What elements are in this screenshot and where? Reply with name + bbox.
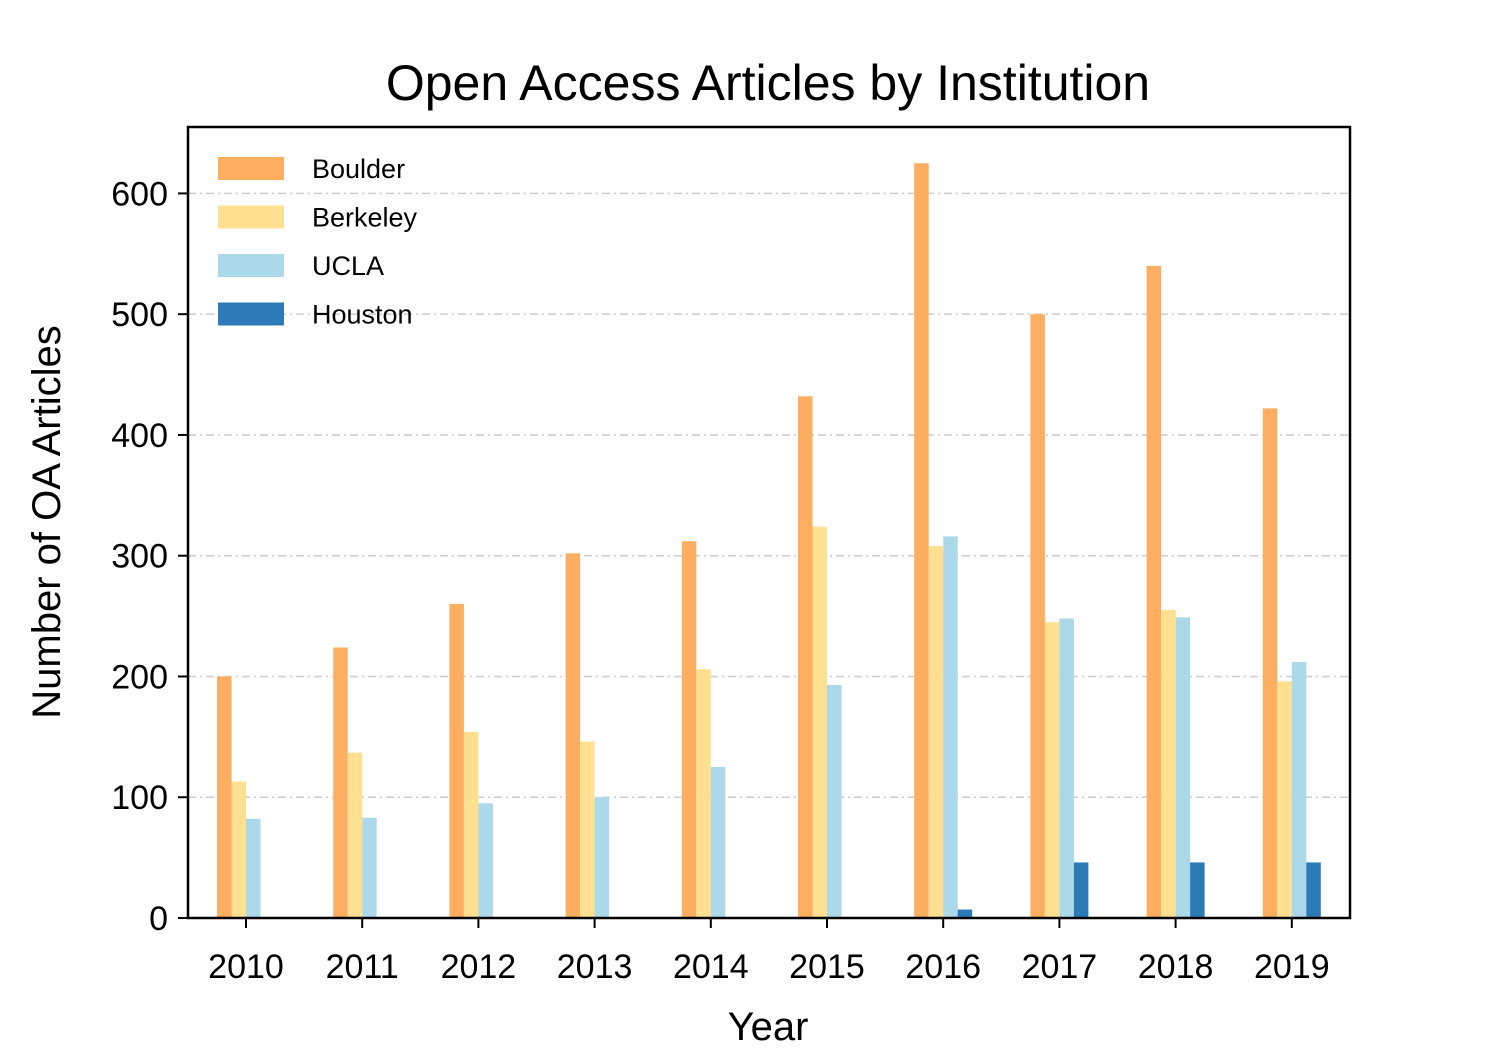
bar-ucla-2010 [246, 818, 261, 918]
bar-boulder-2018 [1146, 265, 1162, 918]
x-tick-label: 2016 [905, 948, 981, 986]
bar-berkeley-2016 [928, 546, 944, 918]
x-tick-label: 2014 [673, 948, 749, 986]
x-tick-label: 2015 [789, 948, 865, 986]
bar-boulder-2017 [1030, 314, 1045, 918]
chart-title: Open Access Articles by Institution [386, 55, 1150, 111]
bar-ucla-2014 [710, 767, 726, 918]
y-tick-label: 0 [149, 900, 168, 938]
bar-houston-2019 [1306, 862, 1321, 918]
y-tick-label: 500 [111, 296, 168, 334]
x-tick-label: 2010 [208, 948, 284, 986]
x-tick-label: 2013 [557, 948, 633, 986]
legend-label-berkeley: Berkeley [312, 203, 418, 233]
bar-houston-2016 [957, 909, 973, 918]
legend-label-houston: Houston [312, 300, 413, 330]
x-tick-label: 2011 [326, 948, 399, 986]
y-tick-label: 100 [111, 779, 168, 817]
bar-boulder-2019 [1262, 408, 1278, 918]
bar-berkeley-2013 [580, 741, 595, 918]
bar-ucla-2017 [1059, 618, 1074, 918]
legend-label-boulder: Boulder [312, 154, 405, 184]
bar-houston-2017 [1073, 862, 1089, 918]
bar-ucla-2019 [1291, 661, 1307, 918]
x-tick-label: 2012 [441, 948, 517, 986]
bar-boulder-2013 [565, 553, 581, 918]
bar-ucla-2011 [362, 817, 377, 918]
legend-swatch-houston [218, 302, 284, 326]
x-tick-label: 2017 [1022, 948, 1098, 986]
bar-berkeley-2018 [1161, 610, 1176, 918]
legend-label-ucla: UCLA [312, 251, 384, 281]
bar-ucla-2015 [827, 684, 842, 918]
x-axis-label: Year [728, 1005, 809, 1049]
y-tick-label: 300 [111, 538, 168, 576]
bar-houston-2018 [1190, 862, 1205, 918]
legend: Boulder Berkeley UCLA Houston [218, 154, 418, 330]
bar-berkeley-2011 [347, 752, 363, 918]
bar-ucla-2016 [943, 536, 958, 918]
bar-ucla-2013 [594, 797, 610, 918]
plot-frame [186, 125, 1352, 920]
y-tick-label: 600 [111, 175, 168, 213]
legend-swatch-berkeley [218, 205, 284, 229]
y-tick-label: 400 [111, 417, 168, 455]
bar-boulder-2011 [333, 647, 348, 918]
axes: 0 100 200 300 400 500 600 2010 2011 2012 2013 2014 2… [111, 125, 1352, 986]
legend-swatch-boulder [218, 157, 284, 180]
bar-berkeley-2010 [231, 781, 246, 918]
bar-boulder-2014 [681, 541, 697, 918]
y-axis-label: Number of OA Articles [25, 325, 69, 718]
x-tick-label: 2018 [1138, 948, 1214, 986]
bar-berkeley-2015 [812, 526, 827, 918]
bar-berkeley-2019 [1277, 681, 1292, 918]
bar-boulder-2012 [449, 604, 464, 918]
bar-boulder-2015 [798, 396, 813, 919]
bar-ucla-2018 [1175, 617, 1191, 918]
bar-ucla-2012 [478, 803, 493, 918]
gridlines [188, 192, 1350, 798]
bar-boulder-2016 [914, 163, 929, 918]
x-tick-label: 2019 [1254, 948, 1330, 986]
y-tick-label: 200 [111, 658, 168, 696]
bar-berkeley-2012 [463, 732, 479, 918]
bar-boulder-2010 [217, 676, 232, 918]
bar-berkeley-2014 [696, 669, 711, 918]
legend-swatch-ucla [218, 254, 284, 277]
bar-berkeley-2017 [1044, 622, 1060, 918]
bars [217, 163, 1321, 919]
